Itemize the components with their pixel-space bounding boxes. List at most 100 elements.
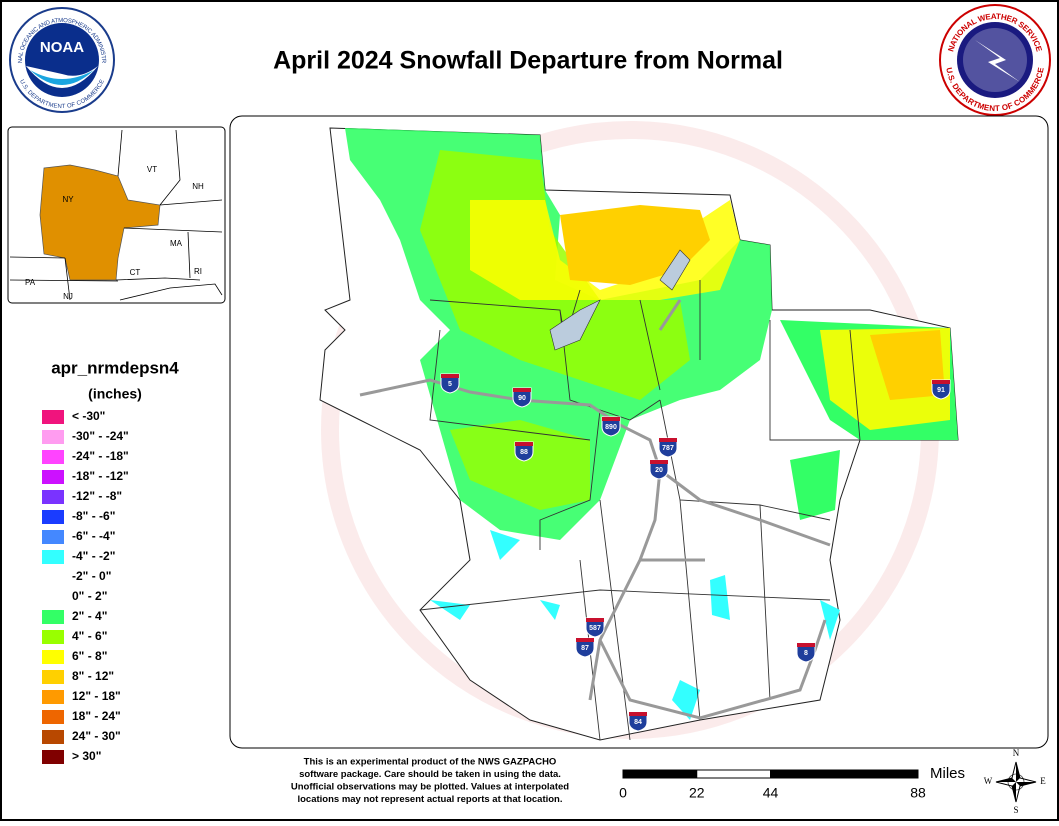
shield-top <box>576 638 594 642</box>
shield-top <box>586 618 604 622</box>
legend-swatch <box>42 730 64 744</box>
compass-letter: S <box>1013 805 1018 815</box>
state-label: NH <box>192 182 204 191</box>
legend-swatch <box>42 710 64 724</box>
interstate-label: 84 <box>634 719 642 726</box>
legend-label: -24" - -18" <box>72 449 129 463</box>
interstate-label: 890 <box>605 424 617 431</box>
scale-label: 44 <box>763 785 779 801</box>
legend-swatch <box>42 410 64 424</box>
compass-rose <box>995 761 1037 803</box>
state-label: VT <box>147 165 157 174</box>
interstate-label: 8 <box>804 650 808 657</box>
interstate-label: 20 <box>655 467 663 474</box>
legend-title: apr_nrmdepsn4 <box>51 358 179 377</box>
disclaimer-line: Unofficial observations may be plotted. … <box>291 782 569 793</box>
disclaimer: This is an experimental product of the N… <box>291 757 569 806</box>
legend-label: 0" - 2" <box>72 589 107 603</box>
legend-swatch <box>42 430 64 444</box>
shield-shape <box>601 416 621 437</box>
shield-shape <box>440 373 460 394</box>
legend-label: > 30" <box>72 749 101 763</box>
interstate-shield: 890 <box>601 416 621 437</box>
interstate-label: 91 <box>937 387 945 394</box>
legend-label: 24" - 30" <box>72 729 121 743</box>
legend-swatch <box>42 530 64 544</box>
interstate-shield: 5 <box>440 373 460 394</box>
legend-label: < -30" <box>72 409 105 423</box>
scale-segment <box>622 769 698 779</box>
disclaimer-line: locations may not represent actual repor… <box>297 794 562 805</box>
legend-label: -30" - -24" <box>72 429 129 443</box>
legend-label: 6" - 8" <box>72 649 107 663</box>
shield-shape <box>658 437 678 458</box>
legend-label: 8" - 12" <box>72 669 114 683</box>
nws-logo: NATIONAL WEATHER SERVICE U.S. DEPARTMENT… <box>939 4 1051 116</box>
shield-top <box>659 438 677 442</box>
interstate-shield: 20 <box>649 459 669 480</box>
legend-swatch <box>42 690 64 704</box>
shield-top <box>797 643 815 647</box>
shield-top <box>932 380 950 384</box>
shield-shape <box>585 617 605 638</box>
shield-top <box>629 712 647 716</box>
compass-letter: E <box>1040 776 1046 786</box>
scale-label: 22 <box>689 785 705 801</box>
state-label: CT <box>130 268 141 277</box>
shield-top <box>515 442 533 446</box>
legend-label: -8" - -6" <box>72 509 115 523</box>
shield-top <box>602 417 620 421</box>
shield-shape <box>512 387 532 408</box>
legend-label: -6" - -4" <box>72 529 115 543</box>
state-label: MA <box>170 239 183 248</box>
interstate-shield: 787 <box>658 437 678 458</box>
legend-swatch <box>42 650 64 664</box>
legend-swatch <box>42 630 64 644</box>
scale-unit: Miles <box>930 765 965 782</box>
area-4-6 <box>450 420 590 510</box>
shield-shape <box>514 441 534 462</box>
legend-label: -2" - 0" <box>72 569 111 583</box>
legend-swatch <box>42 470 64 484</box>
compass-letter: W <box>984 776 993 786</box>
interstate-label: 5 <box>448 381 452 388</box>
interstate-shield: 8 <box>796 642 816 663</box>
state-label: PA <box>25 278 36 287</box>
legend-label: -12" - -8" <box>72 489 122 503</box>
legend-label: 18" - 24" <box>72 709 121 723</box>
legend-swatch <box>42 670 64 684</box>
main-map <box>229 115 1049 749</box>
shield-top <box>650 460 668 464</box>
legend-label: 2" - 4" <box>72 609 107 623</box>
legend-units: (inches) <box>88 386 142 402</box>
area-2-4 <box>790 450 840 520</box>
area-8-12 <box>870 330 945 400</box>
shield-top <box>441 374 459 378</box>
shield-shape <box>575 637 595 658</box>
interstate-shield: 91 <box>931 379 951 400</box>
interstate-shield: 88 <box>514 441 534 462</box>
interstate-shield: 84 <box>628 711 648 732</box>
legend-swatch <box>42 490 64 504</box>
compass-labels: N E S W <box>984 748 1047 815</box>
shield-shape <box>628 711 648 732</box>
interstate-label: 87 <box>581 645 589 652</box>
state-label: NJ <box>63 292 73 301</box>
scale-segment <box>696 769 771 779</box>
legend-label: -18" - -12" <box>72 469 129 483</box>
shield-shape <box>649 459 669 480</box>
interstate-shield: 87 <box>575 637 595 658</box>
legend-label: 12" - 18" <box>72 689 121 703</box>
disclaimer-line: software package. Care should be taken i… <box>299 769 561 780</box>
scale-label: 0 <box>619 785 627 801</box>
legend-label: 4" - 6" <box>72 629 107 643</box>
noaa-name: NOAA <box>40 39 84 56</box>
interstate-shield: 587 <box>585 617 605 638</box>
interstate-label: 90 <box>518 395 526 402</box>
interstate-shield: 90 <box>512 387 532 408</box>
scale-label: 88 <box>910 785 926 801</box>
compass-letter: N <box>1013 748 1020 758</box>
legend-label: -4" - -2" <box>72 549 115 563</box>
legend-swatch <box>42 510 64 524</box>
